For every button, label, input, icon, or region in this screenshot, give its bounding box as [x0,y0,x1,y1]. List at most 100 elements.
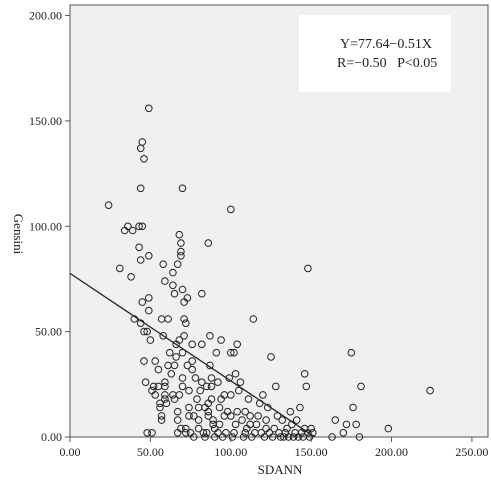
data-point [276,433,285,441]
data-point [149,382,158,391]
data-point [185,412,193,420]
data-point [177,424,185,433]
data-point [143,327,151,336]
data-point [249,315,258,323]
data-point [228,433,237,441]
data-point [188,357,196,365]
data-point [241,407,249,416]
data-point [148,429,156,437]
data-point [178,184,187,193]
data-point [212,348,221,357]
data-point [170,289,179,298]
y-tick-label: 150.00 [29,114,62,128]
regression-line [69,272,316,438]
data-point [185,386,193,395]
data-point [349,403,357,412]
x-axis: 0.00 50.00 100.00 150.00 200.00 250.00 [60,437,488,459]
annotation-equation: Y=77.64−0.51X [340,37,432,52]
data-point [202,429,211,437]
data-point [207,382,216,391]
data-point [339,429,348,437]
data-point [116,264,124,273]
data-point [164,315,172,323]
data-point [170,395,179,403]
data-point [104,201,113,209]
data-point [233,340,241,349]
y-axis-label: Gensini [11,214,26,255]
data-point [307,424,316,433]
data-point [214,378,222,387]
data-point [161,391,169,399]
data-point [215,420,224,429]
data-point [162,399,171,408]
data-point [145,252,153,260]
data-point [180,332,188,340]
data-point [140,357,148,365]
data-point [183,361,192,370]
data-point [204,412,213,420]
data-point [198,378,206,387]
data-point [146,336,155,344]
data-point [193,395,201,403]
data-point [283,424,291,433]
data-point [204,239,213,247]
data-point [178,374,187,382]
data-point [157,416,166,424]
data-point [159,260,167,269]
data-point [331,416,340,424]
data-point [347,348,356,357]
data-point [289,433,298,441]
data-point [357,382,365,391]
data-point [235,386,243,395]
data-point [209,416,217,424]
data-point [173,260,182,269]
data-point [138,298,147,306]
data-point [177,252,185,260]
data-point [183,294,192,302]
data-point [384,424,393,433]
data-point [201,433,209,441]
data-point [145,306,153,315]
data-point [182,424,190,433]
data-point [270,424,279,433]
data-point [138,138,147,146]
data-point [196,386,204,395]
data-point [145,104,153,113]
data-point [178,382,187,391]
data-point [159,332,167,340]
annotation-stats: R=−0.50 P<0.05 [337,56,437,71]
y-axis: 0.00 50.00 100.00 150.00 200.00 [29,9,70,444]
data-point [198,340,206,349]
data-point [352,420,361,429]
data-point [227,348,235,357]
data-point [202,382,211,391]
data-point [173,407,182,416]
data-point [246,412,254,420]
data-point [177,239,185,247]
data-point [302,382,311,391]
data-point [136,184,145,193]
data-point [190,412,198,420]
x-tick-label: 250.00 [455,445,488,459]
data-point [230,429,238,437]
data-point [140,155,148,163]
data-point [278,416,287,424]
x-tick-label: 100.00 [214,445,247,459]
data-point [231,420,240,429]
data-point [230,348,238,357]
data-point [169,268,177,277]
data-point [262,416,270,424]
data-point [175,336,184,344]
data-point [151,357,159,365]
data-point [127,273,135,281]
data-point [188,340,196,349]
data-point [231,370,240,378]
x-tick-label: 0.00 [60,445,81,459]
data-point [355,433,364,441]
data-point [252,420,261,429]
data-point [161,395,169,403]
data-point [284,433,293,441]
data-point [188,365,196,374]
data-point [194,424,203,433]
